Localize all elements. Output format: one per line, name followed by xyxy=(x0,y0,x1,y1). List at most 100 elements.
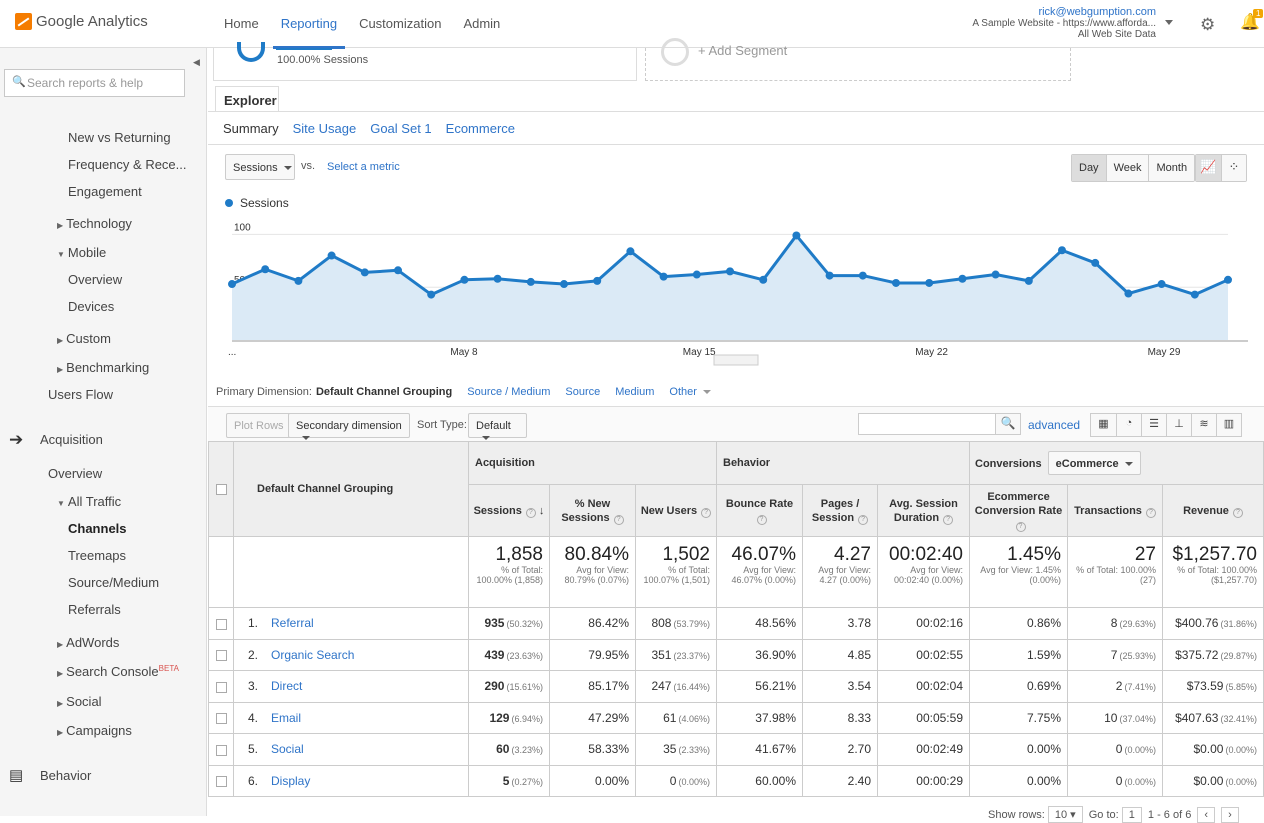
row-checkbox[interactable] xyxy=(215,776,227,788)
column-header[interactable]: Bounce Rate? xyxy=(716,484,803,537)
column-header[interactable]: Revenue? xyxy=(1162,484,1264,537)
motion-chart-icon[interactable]: ⁘ xyxy=(1221,155,1246,181)
column-header[interactable]: Pages / Session? xyxy=(802,484,878,537)
sidebar-item-benchmarking[interactable]: ▶ Benchmarking xyxy=(57,360,149,375)
gear-icon[interactable]: ⚙ xyxy=(1200,15,1216,34)
sidebar-section-acquisition[interactable]: Acquisition xyxy=(40,432,103,447)
subtab-site-usage[interactable]: Site Usage xyxy=(292,121,357,136)
sidebar-item-search-console[interactable]: ▶ Search ConsoleBETA xyxy=(57,664,179,679)
segment-all-sessions[interactable]: 100.00% Sessions xyxy=(213,42,637,81)
performance-view-icon[interactable]: ☰ xyxy=(1141,414,1166,436)
sort-type-select[interactable]: Default xyxy=(468,413,527,441)
sidebar-item-campaigns[interactable]: ▶ Campaigns xyxy=(57,723,132,738)
channel-link[interactable]: Display xyxy=(271,773,311,788)
column-header[interactable]: New Users? xyxy=(635,484,717,537)
dimension-source[interactable]: Source xyxy=(565,386,601,398)
sidebar-item-frequency[interactable]: Frequency & Rece... xyxy=(68,157,187,172)
plot-rows-button[interactable]: Plot Rows xyxy=(226,413,292,438)
sidebar-item-new-vs-returning[interactable]: New vs Returning xyxy=(68,130,171,145)
column-header[interactable]: Sessions? ↓ xyxy=(468,484,550,537)
row-checkbox[interactable] xyxy=(215,744,227,756)
dimension-other[interactable]: Other xyxy=(669,386,711,398)
line-chart-icon[interactable]: 📈 xyxy=(1196,155,1221,181)
sidebar-item-referrals[interactable]: Referrals xyxy=(68,602,121,617)
subtab-goal-set-1[interactable]: Goal Set 1 xyxy=(370,121,432,136)
nav-home[interactable]: Home xyxy=(224,16,259,31)
column-header[interactable]: Transactions? xyxy=(1067,484,1163,537)
nav-customization[interactable]: Customization xyxy=(359,16,442,31)
subtab-ecommerce[interactable]: Ecommerce xyxy=(445,121,516,136)
nav-admin[interactable]: Admin xyxy=(463,16,501,31)
channel-link[interactable]: Organic Search xyxy=(271,647,355,662)
row-checkbox[interactable] xyxy=(215,681,227,693)
sidebar-section-behavior[interactable]: Behavior xyxy=(40,768,92,783)
tab-explorer[interactable]: Explorer xyxy=(215,86,279,112)
sidebar-item-treemaps[interactable]: Treemaps xyxy=(68,548,127,563)
sidebar-item-users-flow[interactable]: Users Flow xyxy=(48,387,114,402)
sidebar-item-acq-overview[interactable]: Overview xyxy=(48,466,103,481)
help-icon[interactable]: ? xyxy=(1145,507,1156,518)
pie-view-icon[interactable]: ◔ xyxy=(1116,414,1141,436)
help-icon[interactable]: ? xyxy=(613,514,624,525)
sidebar-item-all-traffic[interactable]: ▼ All Traffic xyxy=(57,494,121,509)
select-metric-link[interactable]: Select a metric xyxy=(327,161,400,173)
sort-desc-icon[interactable]: ↓ xyxy=(535,504,545,517)
sidebar-item-mobile-overview[interactable]: Overview xyxy=(68,272,123,287)
channel-link[interactable]: Social xyxy=(271,742,304,757)
row-checkbox[interactable] xyxy=(215,713,227,725)
metric-select[interactable]: Sessions xyxy=(225,154,295,180)
nav-reporting[interactable]: Reporting xyxy=(270,0,348,49)
conversion-select[interactable]: eCommerce xyxy=(1047,451,1141,475)
advanced-filter-link[interactable]: advanced xyxy=(1028,418,1081,432)
bell-icon[interactable]: 🔔 1 xyxy=(1240,9,1264,32)
add-segment[interactable]: + Add Segment xyxy=(645,38,1071,81)
sidebar-item-channels[interactable]: Channels xyxy=(68,521,127,536)
pivot-view-icon[interactable]: ▥ xyxy=(1216,414,1241,436)
channel-link[interactable]: Email xyxy=(271,710,302,725)
help-icon[interactable]: ? xyxy=(943,514,954,525)
help-icon[interactable]: ? xyxy=(858,514,869,525)
help-icon[interactable]: ? xyxy=(525,507,536,518)
help-icon[interactable]: ? xyxy=(701,507,712,518)
collapse-sidebar-icon[interactable]: ◀ xyxy=(193,57,200,67)
sidebar-item-source-medium[interactable]: Source/Medium xyxy=(68,575,160,590)
sidebar-item-social[interactable]: ▶ Social xyxy=(57,694,102,709)
channel-link[interactable]: Referral xyxy=(271,616,314,631)
search-icon[interactable]: 🔍 xyxy=(995,413,1021,435)
help-icon[interactable]: ? xyxy=(1232,507,1243,518)
account-selector[interactable]: rick@webgumption.com A Sample Website - … xyxy=(972,7,1156,41)
month-button[interactable]: Month xyxy=(1148,155,1195,181)
comparison-view-icon[interactable]: ⊥ xyxy=(1166,414,1191,436)
ga-logo[interactable]: Google Analytics xyxy=(15,13,148,30)
next-page-icon[interactable]: › xyxy=(1221,807,1239,823)
row-checkbox[interactable] xyxy=(215,618,227,630)
sidebar-item-devices[interactable]: Devices xyxy=(68,299,115,314)
sidebar-item-adwords[interactable]: ▶ AdWords xyxy=(57,635,119,650)
help-icon[interactable]: ? xyxy=(756,514,767,525)
table-search-input[interactable] xyxy=(858,413,996,435)
goto-input[interactable]: 1 xyxy=(1121,807,1142,823)
search-input[interactable]: 🔍 Search reports & help xyxy=(4,69,185,97)
sidebar-item-custom[interactable]: ▶ Custom xyxy=(57,331,111,346)
dimension-header[interactable]: Default Channel Grouping xyxy=(233,441,469,537)
subtab-summary[interactable]: Summary xyxy=(223,121,279,136)
term-cloud-icon[interactable]: ≋ xyxy=(1191,414,1216,436)
channel-link[interactable]: Direct xyxy=(271,679,303,694)
sidebar-item-technology[interactable]: ▶ Technology xyxy=(57,216,132,231)
help-icon[interactable]: ? xyxy=(1015,521,1026,532)
dimension-medium[interactable]: Medium xyxy=(615,386,655,398)
column-header[interactable]: Ecommerce Conversion Rate? xyxy=(969,484,1068,537)
table-view-icon[interactable]: ▦ xyxy=(1091,414,1116,436)
sidebar-item-engagement[interactable]: Engagement xyxy=(68,184,142,199)
row-checkbox[interactable] xyxy=(215,650,227,662)
dimension-source-medium[interactable]: Source / Medium xyxy=(467,386,551,398)
show-rows-select[interactable]: 10 ▾ xyxy=(1047,806,1083,823)
chevron-down-icon[interactable] xyxy=(1165,20,1173,25)
select-all-checkbox[interactable] xyxy=(215,483,227,495)
prev-page-icon[interactable]: ‹ xyxy=(1197,807,1216,823)
column-header[interactable]: % New Sessions? xyxy=(549,484,636,537)
column-header[interactable]: Avg. Session Duration? xyxy=(877,484,970,537)
sidebar-item-mobile[interactable]: ▼ Mobile xyxy=(57,245,106,260)
week-button[interactable]: Week xyxy=(1105,155,1149,181)
secondary-dimension-select[interactable]: Secondary dimension xyxy=(288,413,410,441)
